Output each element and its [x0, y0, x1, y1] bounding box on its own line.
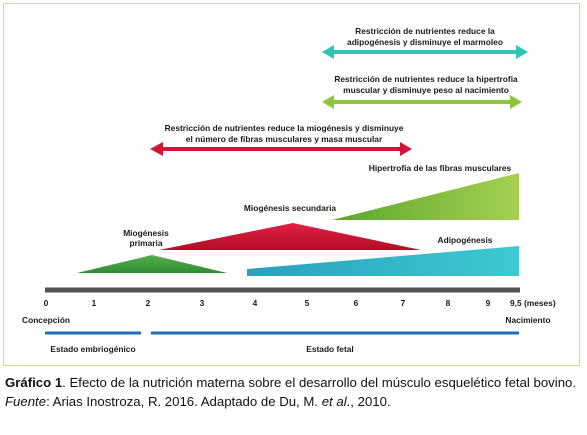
adipogenesis-arrow-right-head — [516, 45, 528, 59]
source-label: Fuente — [5, 394, 47, 409]
hypertrophy-arrow-text-1: Restricción de nutrientes reduce la hipe… — [334, 74, 518, 84]
myogenesis-arrow-text-2: el número de fibras musculares y masa mu… — [186, 134, 383, 144]
fetal-stage-label: Estado fetal — [306, 344, 353, 354]
hypertrophy-wedge — [332, 173, 519, 220]
secondary-myogenesis-label: Miogénesis secundaria — [244, 203, 336, 213]
conception-label: Concepción — [22, 315, 70, 325]
tick-label-0: 0 — [44, 298, 49, 308]
caption-text: . Efecto de la nutrición materna sobre e… — [62, 375, 577, 390]
figure-caption: Gráfico 1. Efecto de la nutrición matern… — [5, 373, 580, 411]
hypertrophy-arrow-text-2: muscular y disminuye peso al nacimiento — [343, 85, 509, 95]
myogenesis-arrow-right-head — [400, 142, 412, 156]
figure-label: Gráfico 1 — [5, 375, 63, 390]
primary-myogenesis-label-1: Miogénesis — [123, 228, 169, 238]
hypertrophy-arrow-right-head — [510, 95, 522, 109]
tick-label-3: 3 — [200, 298, 205, 308]
adipogenesis-arrow-text-1: Restricción de nutrientes reduce la — [355, 26, 495, 36]
myogenesis-arrow-text-1: Restricción de nutrientes reduce la miog… — [165, 123, 404, 133]
adipogenesis-arrow-text-2: adipogénesis y disminuye el marmoleo — [347, 37, 503, 47]
tick-label-2: 2 — [146, 298, 151, 308]
hypertrophy-arrow-left-head — [322, 95, 334, 109]
tick-label-1: 1 — [92, 298, 97, 308]
primary-myogenesis-triangle — [77, 255, 227, 273]
source-text-2: ., 2010. — [346, 394, 391, 409]
primary-myogenesis-label-2: primaria — [129, 238, 162, 248]
tick-label-8: 8 — [446, 298, 451, 308]
tick-label-4: 4 — [253, 298, 258, 308]
development-diagram: Restricción de nutrientes reduce la adip… — [22, 26, 556, 354]
tick-label-9: 9 — [486, 298, 491, 308]
adipogenesis-restriction-arrow: Restricción de nutrientes reduce la adip… — [322, 26, 528, 59]
source-etal: et al — [321, 394, 347, 409]
hypertrophy-label: Hipertrofia de las fibras musculares — [369, 163, 512, 173]
birth-label: Nacimiento — [505, 315, 550, 325]
tick-label-5: 5 — [305, 298, 310, 308]
hypertrophy-restriction-arrow: Restricción de nutrientes reduce la hipe… — [322, 74, 522, 109]
source-text-1: : Arias Inostroza, R. 2016. Adaptado de … — [46, 394, 322, 409]
adipogenesis-label: Adipogénesis — [438, 235, 493, 245]
timeline-ticks: 0 1 2 3 4 5 6 7 8 9 9,5 (meses) — [44, 298, 556, 308]
embryonic-stage-label: Estado embriogénico — [50, 344, 135, 354]
adipogenesis-wedge — [247, 246, 519, 276]
myogenesis-arrow-left-head — [150, 142, 163, 156]
tick-label-7: 7 — [401, 298, 406, 308]
myogenesis-restriction-arrow: Restricción de nutrientes reduce la miog… — [150, 123, 412, 156]
tick-label-9-5: 9,5 (meses) — [510, 298, 556, 308]
adipogenesis-arrow-left-head — [322, 45, 334, 59]
tick-label-6: 6 — [354, 298, 359, 308]
secondary-myogenesis-triangle — [159, 223, 421, 250]
